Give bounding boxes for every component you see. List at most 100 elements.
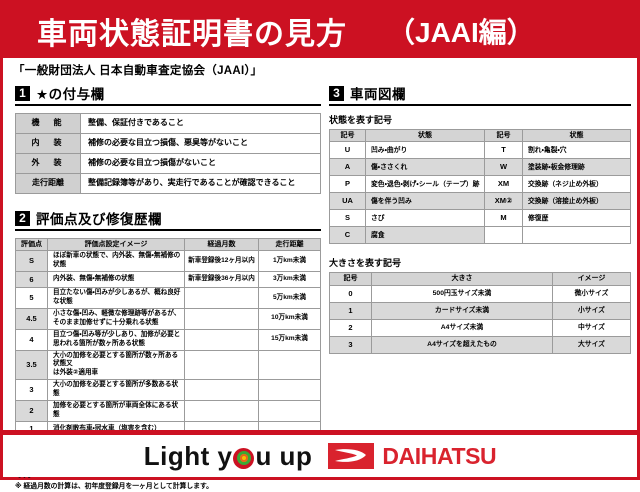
table-row: 3 A4サイズを超えたもの 大サイズ — [329, 335, 631, 354]
size-image: 小サイズ — [552, 301, 631, 320]
table-row: 4 目立つ傷・凹み等が少しあり、加修が必要と 思われる箇所が数ヶ所ある状態 15… — [15, 328, 321, 351]
eval-distance — [258, 379, 321, 402]
table-row: 内 装 補修の必要な目立つ損傷、悪臭等がないこと — [15, 133, 321, 154]
table-row: 0 500円玉サイズ未満 微小サイズ — [329, 284, 631, 303]
table-row: 6 内外装、無傷・無補修の状態 新車登録後36ヶ月以内 3万km未満 — [15, 271, 321, 289]
col-header-symbol-right: 記号 — [484, 128, 523, 143]
table-row: 2 A4サイズ未満 中サイズ — [329, 318, 631, 337]
table-row: 外 装 補修の必要な目立つ損傷がないこと — [15, 153, 321, 174]
star-row-value: 整備記録簿等があり、実走行であることが確認できること — [80, 173, 321, 194]
state-right: 交換跡（ネジ止め外板） — [522, 175, 631, 194]
light-you-up-tagline: Light y u up — [144, 441, 313, 472]
size-name: A4サイズを超えたもの — [371, 335, 553, 354]
symbol-left: S — [329, 209, 366, 228]
col-header-months: 経過月数 — [184, 237, 259, 252]
size-symbol: 1 — [329, 301, 372, 320]
section-1-title: ★の付与欄 — [36, 87, 105, 102]
col-header-state-right: 状態 — [522, 128, 631, 143]
eval-desc: 目立たない傷・凹みが少しあるが、概ね良好な状態 — [47, 287, 185, 309]
symbol-left: U — [329, 141, 366, 160]
section-1-heading: 1 ★の付与欄 — [15, 83, 321, 106]
section-2-title: 評価点及び修復歴欄 — [36, 212, 162, 227]
eval-months — [184, 400, 259, 422]
star-row-value: 補修の必要な目立つ損傷がないこと — [80, 153, 321, 174]
eval-score: 3.5 — [15, 349, 48, 381]
eval-score: 4 — [15, 328, 48, 351]
size-image: 中サイズ — [552, 318, 631, 337]
eval-score: 2 — [15, 400, 48, 422]
table-row: A 傷・ささくれ W 塗装跡・板金修理跡 — [329, 158, 631, 177]
star-row-value: 整備、保証付きであること — [80, 113, 321, 134]
eval-months — [184, 379, 259, 402]
size-symbol: 0 — [329, 284, 372, 303]
col-header-symbol-left: 記号 — [329, 128, 366, 143]
eval-desc: 大小の加修を必要とする箇所が数ヶ所ある状態又 は外装②適用車 — [47, 349, 185, 381]
col-header-size-symbol: 記号 — [329, 272, 372, 286]
eval-distance: 10万km未満 — [258, 308, 321, 330]
eval-distance: 15万km未満 — [258, 328, 321, 351]
eval-score: 3 — [15, 379, 48, 402]
symbol-right: T — [484, 141, 523, 160]
symbol-right: M — [484, 209, 523, 228]
eval-desc: 小さな傷・凹み、軽微な修理跡等があるが、 そのまま加修せずに十分乗れる状態 — [47, 308, 185, 330]
state-left: さび — [365, 209, 485, 228]
eval-desc: ほぼ新車の状態で、内外装、無傷・無補修の状態 — [47, 250, 185, 273]
eval-months — [184, 287, 259, 309]
eval-distance — [258, 400, 321, 422]
page-footer: Light y u up DAIHATSU — [3, 430, 637, 477]
page-title: 車両状態証明書の見方 — [37, 17, 347, 51]
state-left: 傷を伴う凹み — [365, 192, 485, 211]
star-row-key: 外 装 — [15, 153, 81, 174]
state-left: 腐食 — [365, 226, 485, 245]
size-symbols-subhead: 大きさを表す記号 — [329, 258, 402, 269]
eval-score: 6 — [15, 271, 48, 289]
section-3-heading: 3 車両図欄 — [329, 83, 631, 106]
size-symbol: 3 — [329, 335, 372, 354]
size-image: 微小サイズ — [552, 284, 631, 303]
col-header-score: 評価点 — [15, 237, 48, 252]
page-header: 車両状態証明書の見方 （JAAI編） — [3, 3, 637, 58]
table-row: 3 大小の加修を必要とする箇所が多数ある状態 — [15, 379, 321, 402]
tagline-part-1: Light y — [143, 440, 233, 471]
table-row: UA 傷を伴う凹み XM② 交換跡（溶接止め外板） — [329, 192, 631, 211]
table-row: 4.5 小さな傷・凹み、軽微な修理跡等があるが、 そのまま加修せずに十分乗れる状… — [15, 308, 321, 330]
target-circle-icon — [233, 447, 255, 469]
symbol-left: C — [329, 226, 366, 245]
table-row: 5 目立たない傷・凹みが少しあるが、概ね良好な状態 5万km未満 — [15, 287, 321, 309]
table-row: 機 能 整備、保証付きであること — [15, 113, 321, 134]
section-1-number: 1 — [15, 85, 30, 101]
symbol-right: XM② — [484, 192, 523, 211]
state-right: 割れ・亀裂・穴 — [522, 141, 631, 160]
state-symbols-subhead: 状態を表す記号 — [329, 115, 393, 125]
state-right — [522, 226, 631, 245]
eval-desc: 加修を必要とする箇所が車両全体にある状態 — [47, 400, 185, 422]
section-3-title: 車両図欄 — [350, 87, 406, 102]
size-symbols-table: 記号 大きさ イメージ 0 500円玉サイズ未満 微小サイズ 1 カードサイズ未… — [329, 272, 631, 354]
symbol-left: UA — [329, 192, 366, 211]
symbol-right: W — [484, 158, 523, 177]
table-header-row: 記号 状態 記号 状態 — [329, 128, 631, 143]
size-image: 大サイズ — [552, 335, 631, 354]
eval-score: S — [15, 250, 48, 273]
eval-months: 新車登録後12ヶ月以内 — [184, 250, 259, 273]
eval-months: 新車登録後36ヶ月以内 — [184, 271, 259, 289]
eval-score: 5 — [15, 287, 48, 309]
eval-desc: 目立つ傷・凹み等が少しあり、加修が必要と 思われる箇所が数ヶ所ある状態 — [47, 328, 185, 351]
col-header-size-name: 大きさ — [371, 272, 553, 286]
state-right: 塗装跡・板金修理跡 — [522, 158, 631, 177]
symbol-right: XM — [484, 175, 523, 194]
col-header-desc: 評価点設定イメージ — [47, 237, 185, 252]
page-subtitle: （JAAI編） — [387, 16, 535, 48]
col-header-state-left: 状態 — [365, 128, 485, 143]
state-left: 傷・ささくれ — [365, 158, 485, 177]
size-name: カードサイズ未満 — [371, 301, 553, 320]
eval-distance — [258, 349, 321, 381]
eval-distance: 3万km未満 — [258, 271, 321, 289]
eval-score: 4.5 — [15, 308, 48, 330]
star-row-key: 走行距離 — [15, 173, 81, 194]
size-name: 500円玉サイズ未満 — [371, 284, 553, 303]
daihatsu-branding: DAIHATSU — [328, 443, 497, 470]
eval-months — [184, 328, 259, 351]
star-row-key: 内 装 — [15, 133, 81, 154]
